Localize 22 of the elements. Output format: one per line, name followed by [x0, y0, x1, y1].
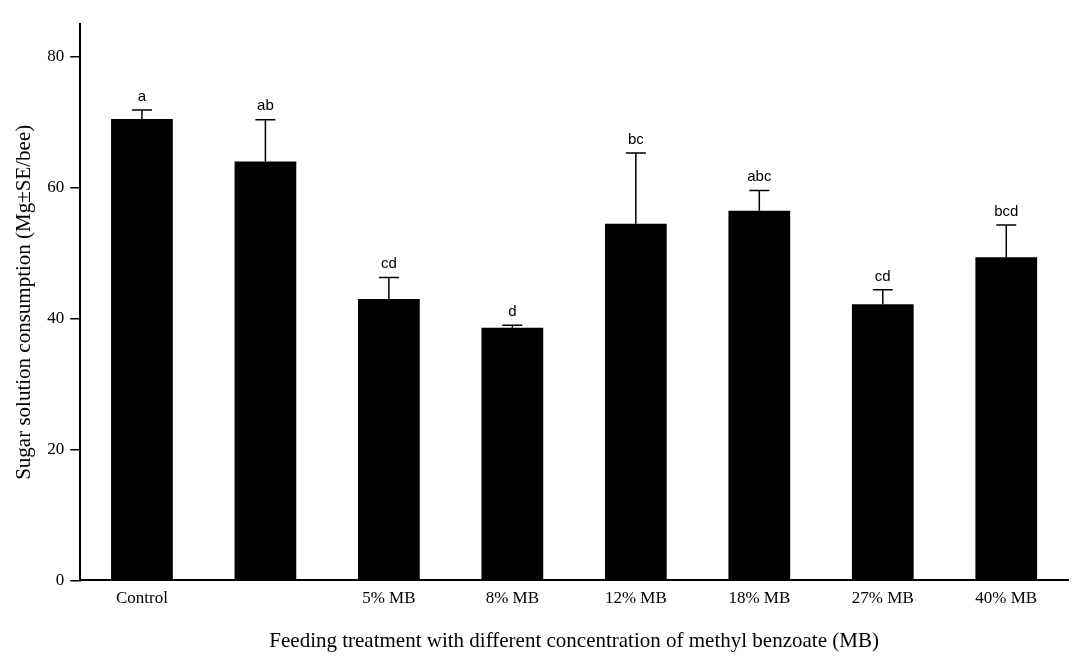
- x-tick-label: 8% MB: [485, 588, 540, 608]
- annotation: ab: [257, 96, 274, 114]
- x-tick-label: 5% MB: [362, 588, 416, 608]
- annotation: cd: [874, 266, 891, 284]
- y-tick-label: 60: [47, 177, 65, 197]
- annotation: a: [137, 86, 147, 104]
- x-tick-label: 40% MB: [975, 588, 1038, 608]
- annotation: bcd: [994, 201, 1019, 219]
- x-tick-label: Control: [115, 588, 169, 608]
- annotation: d: [508, 301, 517, 319]
- y-tick-label: 80: [47, 46, 65, 66]
- y-axis-title: Sugar solution consumption (Mg±SE/bee): [11, 124, 36, 480]
- annotation: abc: [747, 167, 772, 185]
- y-tick-label: 0: [55, 569, 65, 589]
- x-axis-title: Feeding treatment with different concentration of methyl benzoate (MB): [269, 627, 879, 652]
- x-tick-label: 27% MB: [851, 588, 914, 608]
- annotation: cd: [380, 254, 397, 272]
- y-tick-label: 40: [47, 308, 65, 328]
- y-tick-label: 20: [47, 439, 65, 458]
- annotation: bc: [627, 129, 645, 147]
- x-tick-label: 18% MB: [728, 588, 791, 608]
- x-tick-label: 12% MB: [604, 588, 667, 608]
